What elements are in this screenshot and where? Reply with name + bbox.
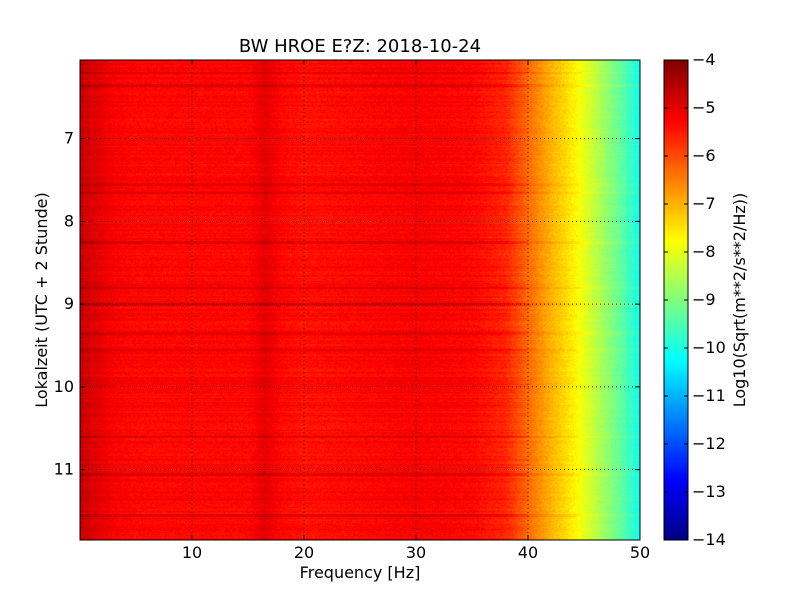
y-tick-label: 9	[64, 294, 74, 313]
colorbar-tick-label: −12	[692, 434, 726, 453]
colorbar-tick-label: −9	[692, 290, 716, 309]
x-tick-label: 40	[518, 543, 538, 562]
colorbar-tick-label: −11	[692, 386, 726, 405]
colorbar-tick-label: −13	[692, 482, 726, 501]
x-tick-label: 20	[294, 543, 314, 562]
y-tick-label: 11	[54, 460, 74, 479]
colorbar-label: Log10(Sqrt(m**2/s**2/Hz))	[730, 193, 749, 408]
colorbar-tick-label: −14	[692, 530, 726, 549]
colorbar-tick-label: −6	[692, 146, 716, 165]
y-tick-label: 7	[64, 129, 74, 148]
colorbar-tick-label: −5	[692, 98, 716, 117]
chart-title: BW HROE E?Z: 2018-10-24	[239, 36, 481, 57]
x-tick-label: 30	[406, 543, 426, 562]
colorbar-tick-label: −8	[692, 242, 716, 261]
colorbar-tick-label: −7	[692, 194, 716, 213]
colorbar-tick-label: −4	[692, 50, 716, 69]
y-tick-label: 10	[54, 377, 74, 396]
spectrogram-image	[80, 60, 640, 540]
x-axis-label: Frequency [Hz]	[300, 563, 421, 582]
y-tick-label: 8	[64, 211, 74, 230]
x-tick-label: 10	[182, 543, 202, 562]
colorbar-tick-label: −10	[692, 338, 726, 357]
y-axis-label: Lokalzeit (UTC + 2 Stunde)	[32, 192, 51, 407]
x-tick-label: 50	[630, 543, 650, 562]
colorbar	[664, 60, 688, 540]
